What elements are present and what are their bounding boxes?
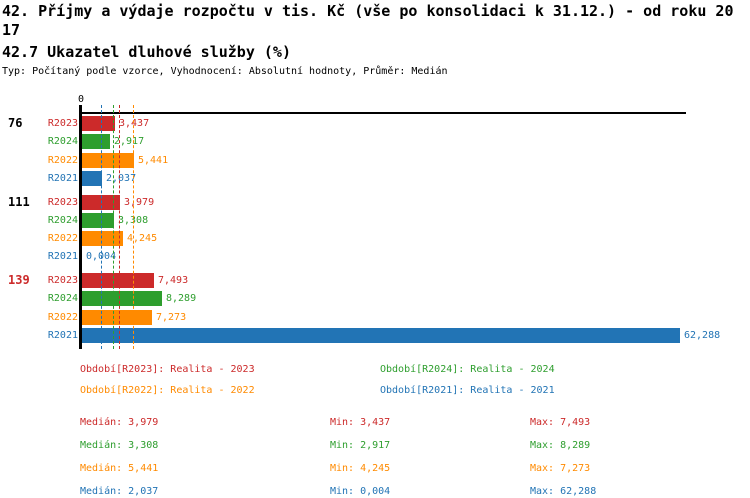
bar-139-R2022: [82, 310, 152, 325]
y-axis-line: [79, 105, 82, 349]
page-title-line2: 17: [2, 21, 21, 39]
stat-max-r2024: Max: 8,289: [530, 440, 591, 451]
bar-row-label-139-R2024: R2024: [47, 293, 78, 304]
bar-row-label-111-R2021: R2021: [47, 251, 78, 262]
page-title: 42. Příjmy a výdaje rozpočtu v tis. Kč (…: [2, 2, 734, 20]
bar-value-label-139-R2023: 7,493: [158, 275, 189, 286]
x-axis-zero-label: 0: [77, 94, 85, 105]
bar-value-label-139-R2022: 7,273: [156, 312, 187, 323]
bar-row-label-111-R2024: R2024: [47, 215, 78, 226]
stat-min-r2021: Min: 0,004: [330, 486, 391, 497]
bar-row-label-76-R2021: R2021: [47, 173, 78, 184]
bar-111-R2022: [82, 231, 123, 246]
bar-139-R2024: [82, 291, 162, 306]
stat-max-r2023: Max: 7,493: [530, 417, 591, 428]
median-line-R2024: [113, 105, 114, 349]
stat-max-r2021: Max: 62,288: [530, 486, 597, 497]
bar-row-label-76-R2023: R2023: [47, 118, 78, 129]
legend-item-r2023: Období[R2023]: Realita - 2023: [80, 364, 255, 375]
bar-111-R2024: [82, 213, 114, 228]
bar-value-label-76-R2023: 3,437: [119, 118, 150, 129]
stat-min-r2022: Min: 4,245: [330, 463, 391, 474]
bar-76-R2022: [82, 153, 134, 168]
legend-item-r2022: Období[R2022]: Realita - 2022: [80, 385, 255, 396]
bar-76-R2021: [82, 171, 102, 186]
bar-value-label-76-R2022: 5,441: [138, 155, 169, 166]
bar-value-label-76-R2021: 2,037: [106, 173, 137, 184]
bar-row-label-76-R2024: R2024: [47, 136, 78, 147]
bar-value-label-139-R2021: 62,288: [684, 330, 721, 341]
bar-value-label-111-R2022: 4,245: [127, 233, 158, 244]
bar-76-R2024: [82, 134, 110, 149]
stat-min-r2023: Min: 3,437: [330, 417, 391, 428]
group-label-111: 111: [8, 195, 30, 209]
median-line-R2022: [133, 105, 134, 349]
legend-item-r2024: Období[R2024]: Realita - 2024: [380, 364, 555, 375]
median-line-R2023: [119, 105, 120, 349]
stat-max-r2022: Max: 7,273: [530, 463, 591, 474]
bar-139-R2021: [82, 328, 680, 343]
bar-row-label-111-R2023: R2023: [47, 197, 78, 208]
legend-item-r2021: Období[R2021]: Realita - 2021: [380, 385, 555, 396]
group-label-76: 76: [8, 116, 23, 130]
chart-meta: Typ: Počítaný podle vzorce, Vyhodnocení:…: [2, 66, 448, 77]
median-line-R2021: [101, 105, 102, 349]
bar-value-label-139-R2024: 8,289: [166, 293, 197, 304]
bar-139-R2023: [82, 273, 154, 288]
bar-76-R2023: [82, 116, 115, 131]
bar-row-label-139-R2021: R2021: [47, 330, 78, 341]
bar-row-label-111-R2022: R2022: [47, 233, 78, 244]
bar-value-label-76-R2024: 2,917: [114, 136, 145, 147]
chart-subtitle: 42.7 Ukazatel dluhové služby (%): [2, 43, 291, 61]
bar-value-label-111-R2023: 3,979: [124, 197, 155, 208]
stat-median-r2022: Medián: 5,441: [80, 463, 159, 474]
stat-median-r2023: Medián: 3,979: [80, 417, 159, 428]
bar-row-label-139-R2022: R2022: [47, 312, 78, 323]
bar-row-label-139-R2023: R2023: [47, 275, 78, 286]
stat-min-r2024: Min: 2,917: [330, 440, 391, 451]
bar-row-label-76-R2022: R2022: [47, 155, 78, 166]
stat-median-r2021: Medián: 2,037: [80, 486, 159, 497]
group-label-139: 139: [8, 273, 30, 287]
x-axis-line: [79, 112, 686, 114]
stat-median-r2024: Medián: 3,308: [80, 440, 159, 451]
